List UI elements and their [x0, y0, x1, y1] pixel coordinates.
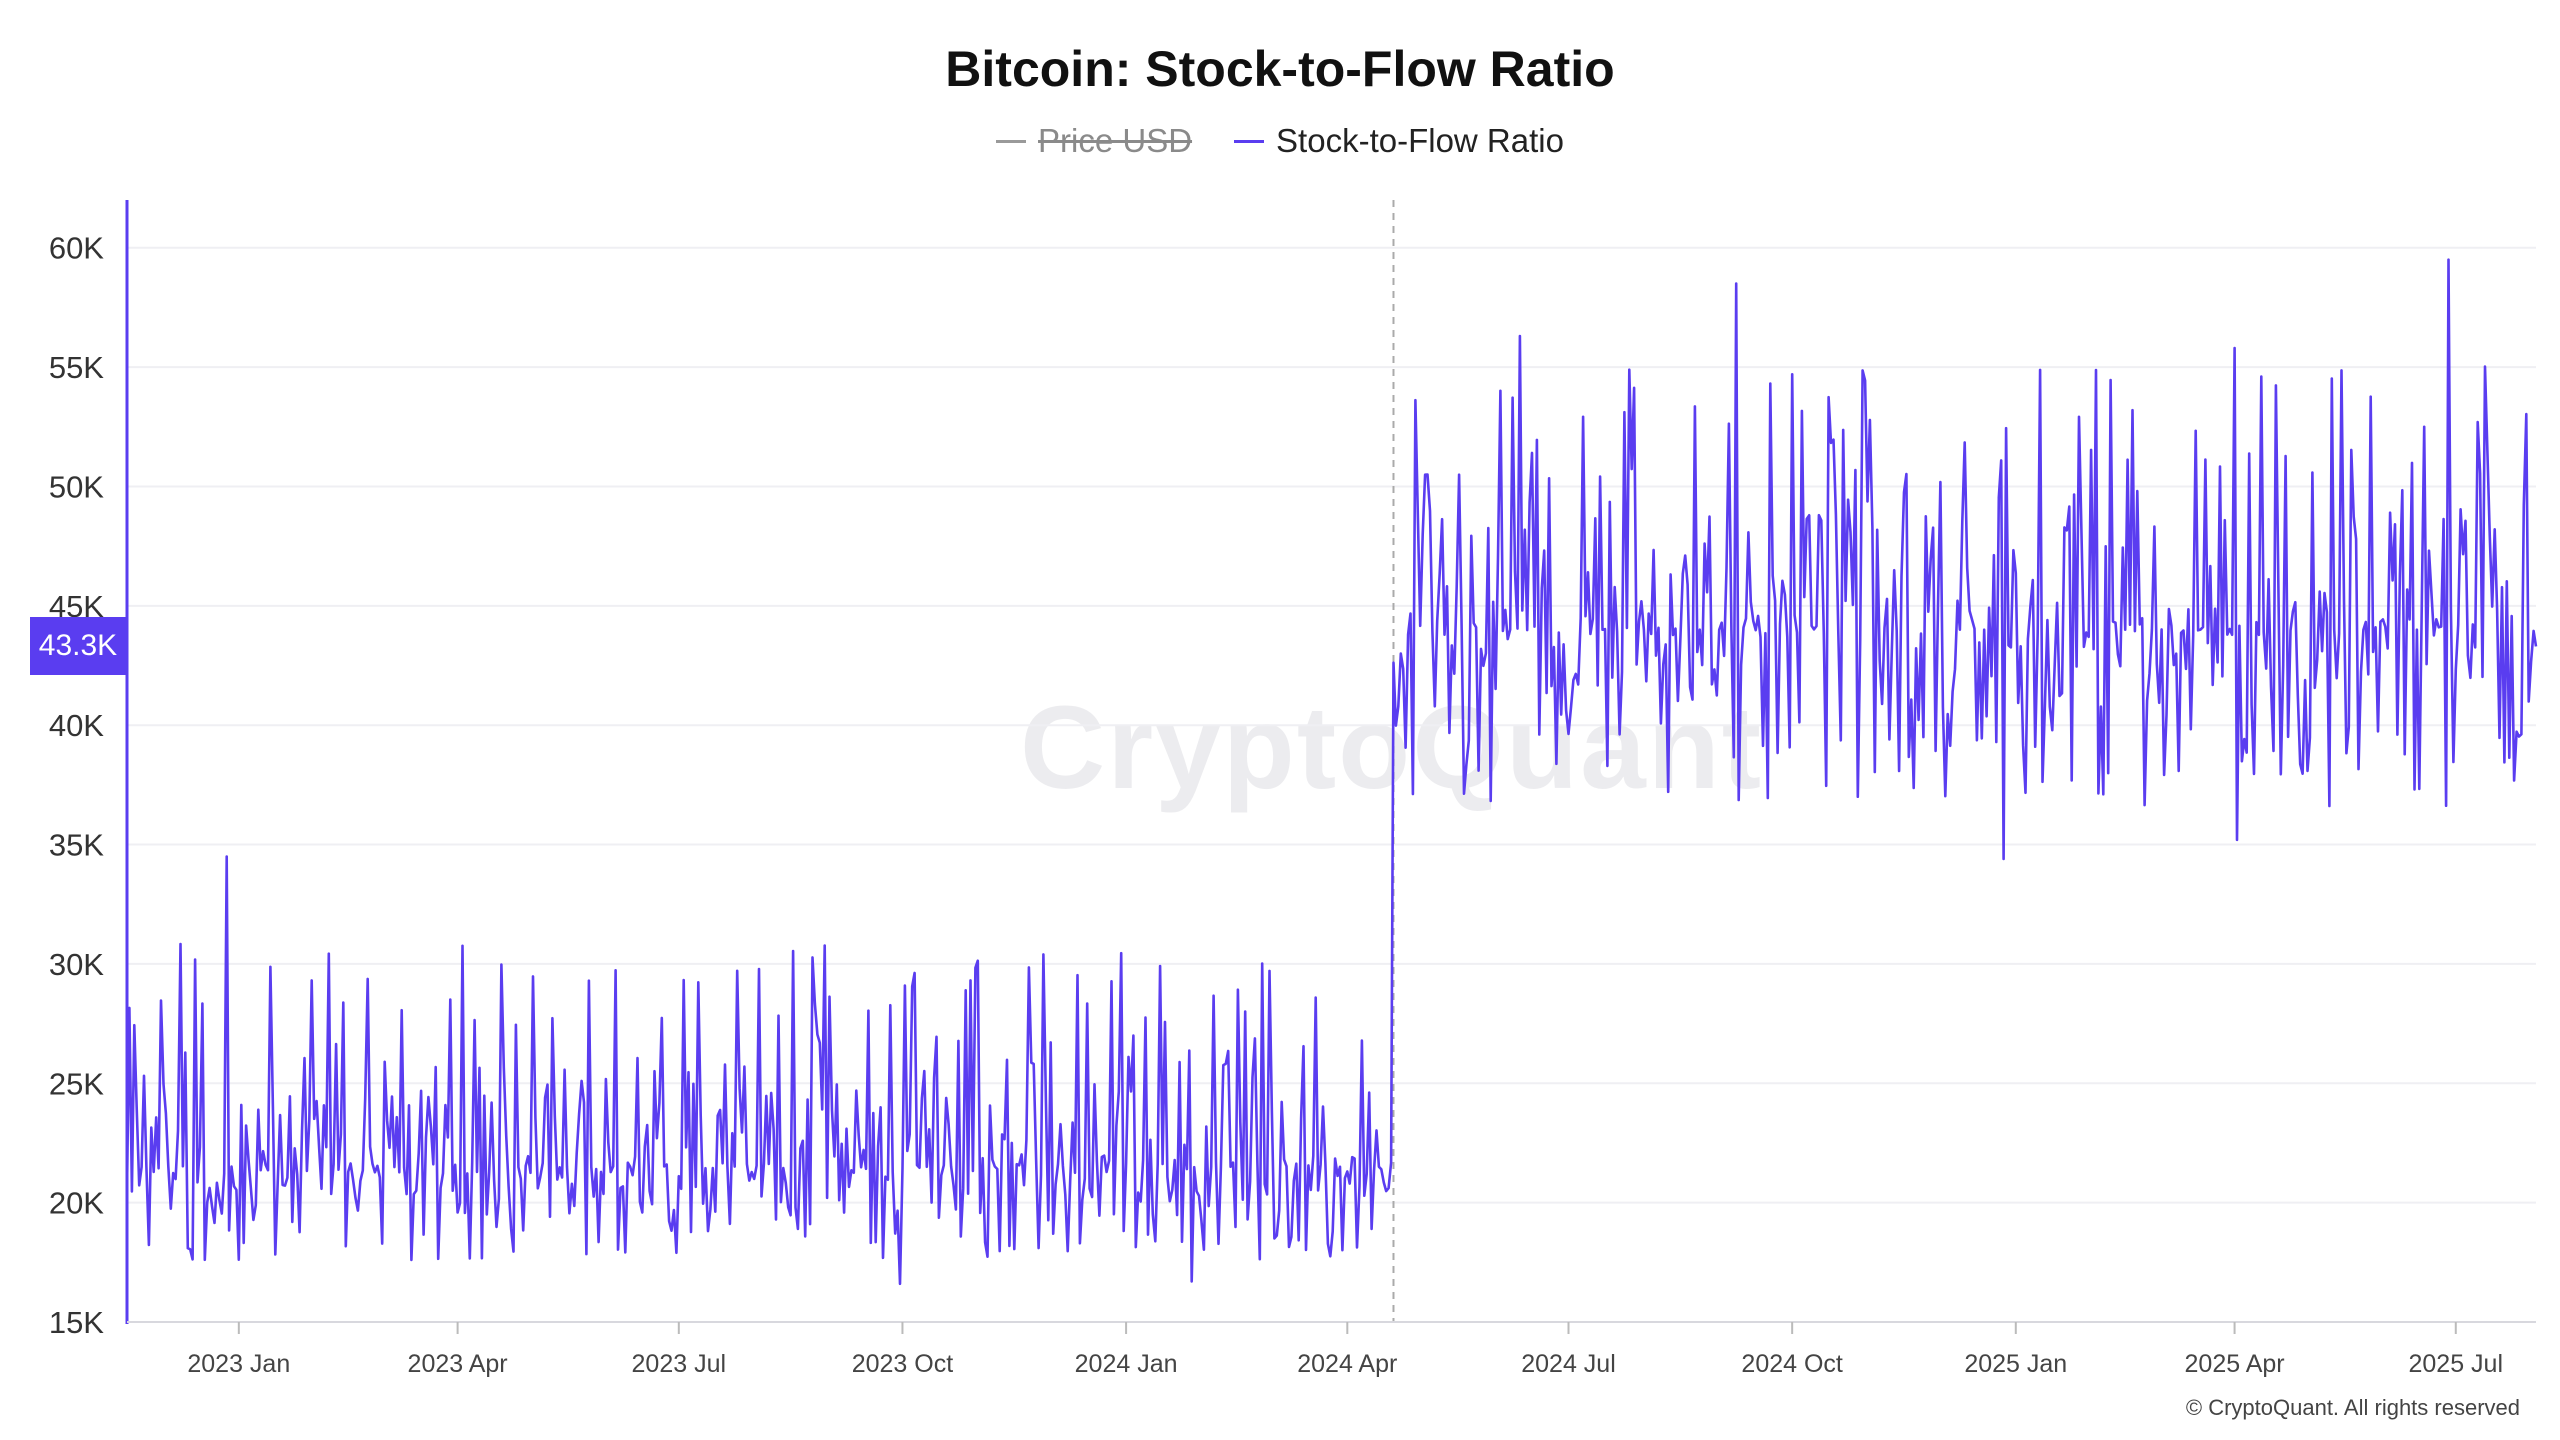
x-tick-label: 2025 Apr — [2185, 1350, 2285, 1378]
y-tick-label: 20K — [49, 1186, 104, 1221]
x-tick-label: 2023 Oct — [852, 1350, 954, 1378]
series-line-stock-to-flow — [125, 258, 2538, 1286]
x-tick-label: 2023 Jul — [632, 1350, 727, 1378]
y-tick-label: 55K — [49, 350, 104, 385]
x-tick-label: 2024 Jul — [1521, 1350, 1616, 1378]
y-tick-label: 15K — [49, 1305, 104, 1340]
x-tick-label: 2024 Oct — [1741, 1350, 1843, 1378]
grid-lines — [127, 200, 2536, 1322]
legend: Price USD Stock-to-Flow Ratio — [0, 122, 2560, 160]
y-tick-label: 50K — [49, 469, 104, 504]
current-value-badge: 43.3K — [30, 617, 126, 676]
y-tick-label: 30K — [49, 947, 104, 982]
copyright-text: © CryptoQuant. All rights reserved — [2185, 1395, 2520, 1420]
chart-title: Bitcoin: Stock-to-Flow Ratio — [945, 41, 1615, 97]
x-tick-label: 2024 Jan — [1075, 1350, 1178, 1378]
legend-swatch-price-usd — [996, 139, 1027, 143]
watermark-logo: CryptoQuant — [1020, 682, 1764, 814]
x-axis: 2023 Jan 2023 Apr 2023 Jul 2023 Oct 2024 Jan… — [127, 1321, 2536, 1378]
series-layer — [125, 258, 2538, 1286]
y-tick-label: 25K — [49, 1066, 104, 1101]
x-tick-label: 2025 Jan — [1964, 1350, 2067, 1378]
y-tick-label: 40K — [49, 708, 104, 743]
y-tick-label: 35K — [49, 828, 104, 863]
legend-label-price-usd: Price USD — [1038, 122, 1193, 159]
legend-item-stock-to-flow[interactable]: Stock-to-Flow Ratio — [1234, 122, 1564, 160]
x-tick-label: 2023 Jan — [187, 1350, 290, 1378]
legend-item-price-usd[interactable]: Price USD — [996, 122, 1192, 160]
x-tick-label: 2024 Apr — [1297, 1350, 1397, 1378]
legend-swatch-stock-to-flow — [1234, 139, 1265, 143]
x-tick-label: 2025 Jul — [2409, 1350, 2504, 1378]
legend-label-stock-to-flow: Stock-to-Flow Ratio — [1276, 122, 1564, 159]
x-tick-label: 2023 Apr — [408, 1350, 508, 1378]
y-tick-label: 60K — [49, 231, 104, 266]
